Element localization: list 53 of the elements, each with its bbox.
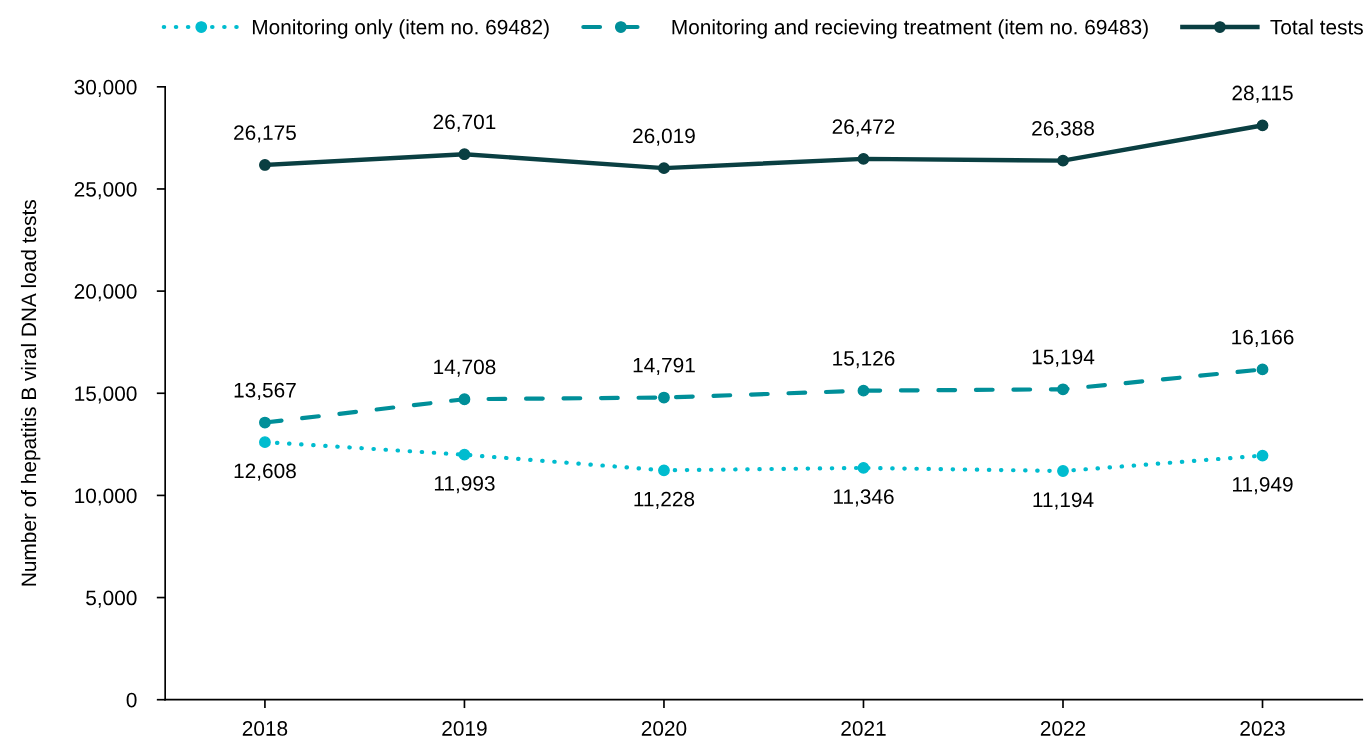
legend-label: Monitoring and recieving treatment (item no. 69483) — [672, 19, 1148, 39]
data-label: 14,791 — [633, 357, 695, 376]
point — [458, 148, 471, 161]
point — [857, 152, 870, 165]
point — [458, 393, 471, 406]
y-tick-label: 10,000 — [75, 488, 137, 506]
y-tick-label: 5,000 — [86, 590, 137, 608]
point — [259, 159, 271, 171]
data-label: 26,701 — [433, 114, 496, 132]
data-label: 11,993 — [434, 476, 495, 494]
point — [1256, 449, 1269, 462]
data-label: 26,019 — [633, 128, 695, 146]
data-label: 14,708 — [434, 359, 496, 377]
x-tick-label: 2021 — [841, 721, 886, 736]
data-label: 12,608 — [234, 463, 296, 481]
x-tick-label: 2023 — [1240, 721, 1285, 736]
x-tick-label: 2019 — [442, 721, 487, 736]
y-tick-label: 25,000 — [74, 181, 137, 200]
data-label: 26,388 — [1032, 120, 1094, 139]
data-label: 26,472 — [832, 119, 895, 137]
point — [1057, 154, 1069, 167]
y-tick-label: 15,000 — [75, 386, 137, 404]
data-label: 15,194 — [1032, 349, 1095, 367]
data-label: 11,346 — [833, 489, 894, 507]
legend-label: Monitoring only (item no. 69482) — [252, 19, 549, 39]
point — [1256, 119, 1269, 132]
data-label: 15,126 — [833, 350, 895, 369]
data-label: 11,194 — [1033, 492, 1094, 510]
data-label: 16,166 — [1232, 329, 1294, 347]
data-label: 28,115 — [1232, 85, 1293, 103]
legend-label: Total tests — [1270, 19, 1363, 35]
y-tick-label: 30,000 — [74, 79, 137, 98]
x-tick-label: 2022 — [1040, 721, 1086, 736]
point — [857, 462, 870, 474]
data-label: 11,949 — [1233, 476, 1293, 495]
x-tick-label: 2020 — [641, 721, 687, 736]
point — [1057, 465, 1069, 477]
y-axis-title: Number of hepatitis B viral DNA load tests — [20, 200, 41, 586]
point — [658, 464, 670, 477]
point — [259, 436, 271, 449]
data-label: 26,175 — [234, 125, 296, 143]
data-label: 11,228 — [634, 491, 695, 509]
point — [857, 384, 870, 397]
y-tick-label: 20,000 — [74, 284, 137, 302]
point — [259, 416, 271, 429]
point — [658, 162, 670, 175]
x-tick-label: 2018 — [242, 721, 288, 736]
point — [1256, 363, 1269, 376]
y-tick-label: 0 — [126, 692, 137, 708]
point — [458, 448, 471, 461]
point — [658, 391, 670, 404]
data-label: 13,567 — [234, 382, 296, 401]
point — [1057, 383, 1069, 396]
